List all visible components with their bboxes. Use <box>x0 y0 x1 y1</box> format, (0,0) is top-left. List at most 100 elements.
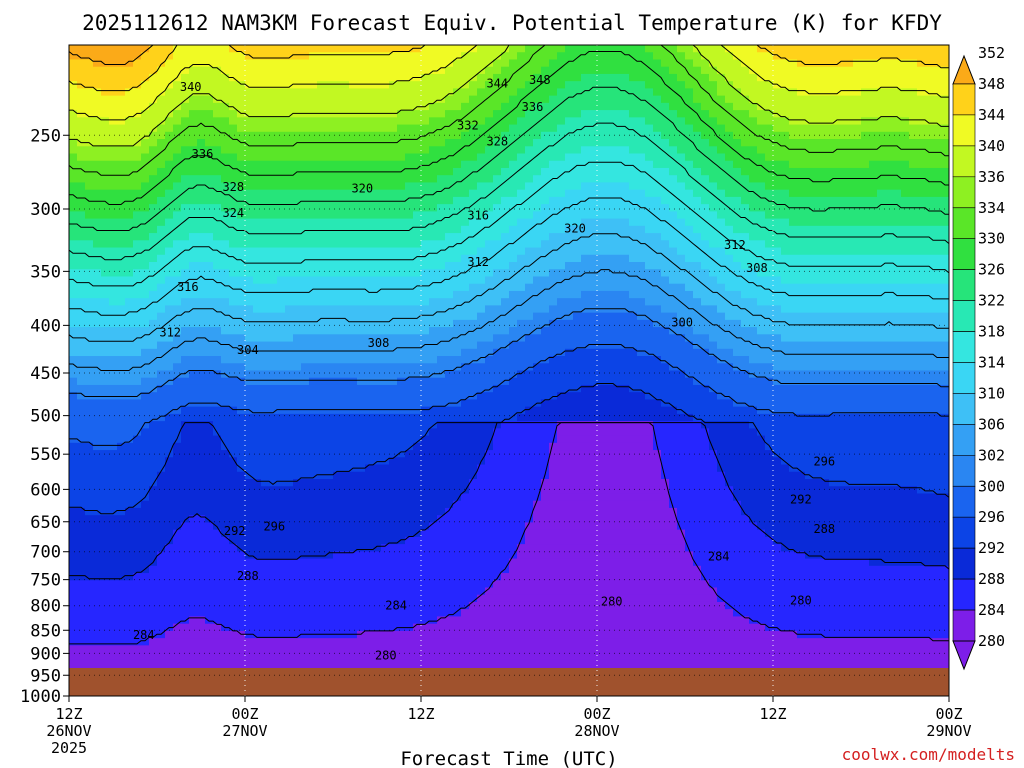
fill-cell <box>429 623 438 632</box>
fill-cell <box>373 486 382 495</box>
fill-cell <box>477 139 486 147</box>
fill-cell <box>429 515 438 523</box>
fill-cell <box>389 189 398 198</box>
fill-cell <box>253 544 262 552</box>
fill-cell <box>405 189 414 198</box>
fill-cell <box>421 464 430 473</box>
fill-cell <box>141 262 150 270</box>
fill-cell <box>325 573 334 581</box>
fill-cell <box>325 59 334 68</box>
fill-cell <box>485 363 494 372</box>
fill-cell <box>261 493 270 502</box>
fill-cell <box>485 638 494 646</box>
fill-cell <box>269 225 278 234</box>
fill-cell <box>237 254 246 263</box>
fill-cell <box>341 384 350 393</box>
fill-cell <box>277 500 286 509</box>
fill-cell <box>365 384 374 393</box>
fill-cell <box>445 356 454 364</box>
fill-cell <box>293 493 302 502</box>
fill-cell <box>229 262 238 270</box>
fill-cell <box>469 131 478 140</box>
fill-cell <box>221 406 230 415</box>
fill-cell <box>69 95 78 104</box>
fill-cell <box>365 652 374 661</box>
fill-cell <box>317 262 326 270</box>
fill-cell <box>133 240 142 249</box>
fill-cell <box>325 493 334 502</box>
fill-cell <box>389 406 398 415</box>
fill-cell <box>437 616 446 625</box>
fill-cell <box>445 609 454 618</box>
fill-cell <box>397 587 406 596</box>
fill-cell <box>413 377 422 386</box>
fill-cell <box>245 146 254 155</box>
fill-cell <box>429 124 438 133</box>
fill-cell <box>237 428 246 437</box>
fill-cell <box>301 117 310 126</box>
fill-cell <box>389 363 398 372</box>
fill-cell <box>389 334 398 343</box>
fill-cell <box>357 587 366 596</box>
fill-cell <box>253 406 262 415</box>
fill-cell <box>301 529 310 538</box>
fill-cell <box>397 392 406 401</box>
fill-cell <box>421 211 430 220</box>
fill-cell <box>317 66 326 75</box>
fill-cell <box>189 659 198 668</box>
fill-cell <box>205 298 214 306</box>
fill-cell <box>301 247 310 256</box>
fill-cell <box>213 196 222 205</box>
fill-cell <box>181 124 190 133</box>
fill-cell <box>493 204 502 212</box>
fill-cell <box>437 428 446 437</box>
fill-cell <box>221 363 230 372</box>
fill-cell <box>501 616 510 625</box>
fill-cell <box>157 305 166 314</box>
fill-cell <box>493 247 502 256</box>
fill-cell <box>501 290 510 299</box>
fill-cell <box>181 384 190 393</box>
fill-cell <box>293 334 302 343</box>
fill-cell <box>485 45 494 53</box>
fill-cell <box>437 341 446 350</box>
fill-cell <box>381 153 390 162</box>
fill-cell <box>349 573 358 581</box>
fill-cell <box>461 471 470 480</box>
fill-cell <box>317 95 326 104</box>
fill-cell <box>197 139 206 147</box>
fill-cell <box>405 558 414 567</box>
fill-cell <box>397 363 406 372</box>
fill-cell <box>365 225 374 234</box>
fill-cell <box>141 59 150 68</box>
fill-cell <box>405 59 414 68</box>
fill-cell <box>325 565 334 574</box>
fill-cell <box>437 356 446 364</box>
fill-cell <box>157 312 166 321</box>
fill-cell <box>133 544 142 552</box>
fill-cell <box>229 204 238 212</box>
fill-cell <box>205 630 214 639</box>
fill-cell <box>269 580 278 589</box>
fill-cell <box>141 638 150 646</box>
fill-cell <box>405 442 414 451</box>
fill-cell <box>253 73 262 82</box>
fill-cell <box>357 283 366 292</box>
fill-cell <box>309 630 318 639</box>
fill-cell <box>325 652 334 661</box>
fill-cell <box>493 290 502 299</box>
fill-cell <box>109 544 118 552</box>
fill-cell <box>405 522 414 531</box>
fill-cell <box>85 254 94 263</box>
fill-cell <box>333 616 342 625</box>
fill-cell <box>181 392 190 401</box>
fill-cell <box>461 88 470 97</box>
fill-cell <box>381 146 390 155</box>
fill-cell <box>509 45 518 53</box>
fill-cell <box>429 638 438 646</box>
fill-cell <box>309 204 318 212</box>
fill-cell <box>461 384 470 393</box>
fill-cell <box>109 95 118 104</box>
fill-cell <box>197 211 206 220</box>
fill-cell <box>325 45 334 53</box>
